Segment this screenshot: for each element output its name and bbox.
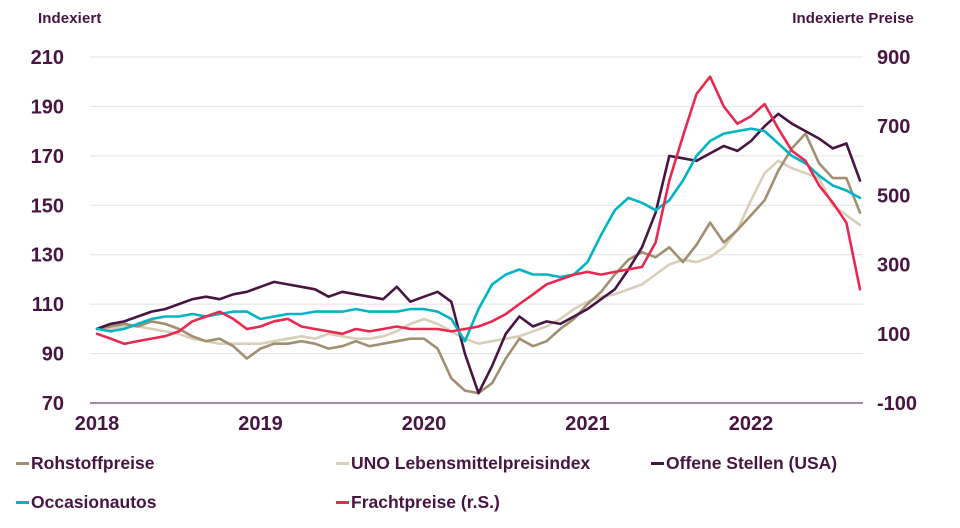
legend-item-occasionautos: Occasionautos — [16, 492, 156, 513]
svg-text:500: 500 — [877, 185, 910, 207]
svg-text:2019: 2019 — [238, 413, 283, 435]
svg-text:300: 300 — [877, 255, 910, 277]
svg-text:170: 170 — [31, 146, 64, 168]
legend-dash-icon — [336, 501, 349, 504]
legend-label: Frachtpreise (r.S.) — [351, 492, 500, 512]
svg-text:-100: -100 — [877, 393, 917, 415]
line-chart: 70 90 110 130 150 170 190 210 -100 100 300 500 700 90… — [31, 47, 917, 435]
left-axis-title: Indexiert — [38, 10, 102, 27]
legend-label: UNO Lebensmittelpreisindex — [351, 453, 591, 473]
svg-text:2018: 2018 — [75, 413, 120, 435]
legend-dash-icon — [336, 462, 349, 465]
legend-label: Rohstoffpreise — [31, 453, 155, 473]
legend-item-rohstoffpreise: Rohstoffpreise — [16, 453, 154, 474]
legend-item-frachtpreise: Frachtpreise (r.S.) — [336, 492, 500, 513]
svg-text:110: 110 — [32, 294, 64, 316]
svg-text:130: 130 — [31, 245, 64, 267]
svg-text:2022: 2022 — [729, 413, 774, 435]
svg-text:900: 900 — [877, 47, 910, 69]
legend-dash-icon — [651, 462, 664, 465]
legend-item-uno-lebensmittelpreisindex: UNO Lebensmittelpreisindex — [336, 453, 590, 474]
legend-item-offene-stellen-usa: Offene Stellen (USA) — [651, 453, 837, 474]
svg-text:210: 210 — [31, 47, 64, 69]
svg-text:100: 100 — [877, 324, 910, 346]
svg-text:700: 700 — [877, 116, 910, 138]
svg-text:150: 150 — [31, 195, 64, 217]
svg-text:90: 90 — [42, 344, 64, 366]
svg-text:2021: 2021 — [565, 413, 610, 435]
legend-label: Occasionautos — [31, 492, 157, 512]
svg-text:2020: 2020 — [402, 413, 447, 435]
svg-text:190: 190 — [31, 96, 64, 118]
legend-dash-icon — [16, 501, 29, 504]
legend-label: Offene Stellen (USA) — [666, 453, 838, 473]
svg-text:70: 70 — [42, 393, 64, 415]
right-axis-title: Indexierte Preise — [792, 10, 914, 27]
legend-dash-icon — [16, 462, 29, 465]
